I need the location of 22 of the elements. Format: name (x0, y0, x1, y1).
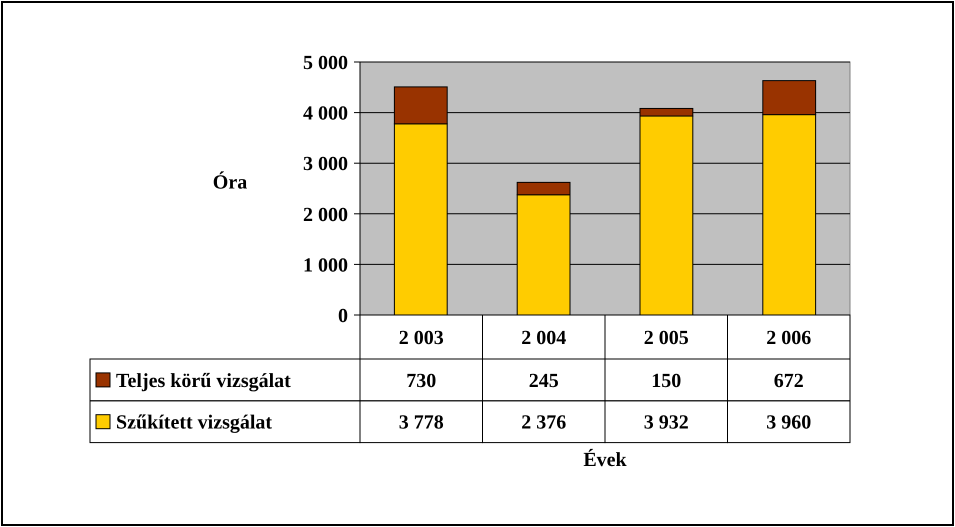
data-label: 3 932 (644, 412, 689, 434)
y-tick-label: 3 000 (303, 153, 348, 176)
data-label: 672 (774, 370, 804, 392)
x-tick-label: 2 004 (521, 327, 566, 349)
y-tick-label: 0 (338, 305, 348, 327)
data-label: 2 376 (521, 412, 566, 434)
y-tick-label: 1 000 (303, 254, 348, 276)
data-label: 150 (651, 370, 682, 392)
y-axis-title: Óra (212, 170, 248, 194)
legend-label: Szűkített vizsgálat (116, 412, 272, 434)
x-axis-title: Évek (583, 448, 628, 471)
legend-label: Teljes körű vizsgálat (116, 370, 292, 392)
data-label: 245 (528, 370, 559, 392)
x-tick-label: 2 006 (766, 327, 812, 349)
x-tick-label: 2 005 (644, 327, 689, 349)
data-label: 3 778 (398, 412, 444, 434)
y-tick-label: 5 000 (303, 52, 348, 74)
y-tick-label: 4 000 (303, 102, 348, 125)
data-label: 3 960 (766, 412, 812, 434)
y-tick-label: 2 000 (303, 204, 348, 226)
data-label: 730 (406, 370, 436, 392)
x-tick-label: 2 003 (398, 327, 444, 349)
